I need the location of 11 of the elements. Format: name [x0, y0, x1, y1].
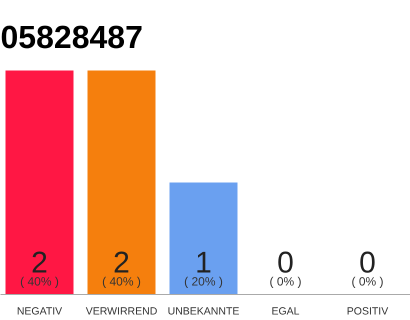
annotation: ( 40% ) — [102, 274, 141, 288]
x-tick-label: POSITIV — [346, 306, 388, 318]
chart-title: 05828487 — [0, 19, 143, 55]
x-tick-label: VERWIRREND — [86, 306, 158, 318]
annotation: ( 20% ) — [184, 274, 223, 288]
x-tick-label: EGAL — [271, 306, 300, 318]
x-tick-label: UNBEKANNTE — [168, 306, 240, 318]
annotation: ( 0% ) — [270, 274, 302, 288]
x-tick-label: NEGATIV — [16, 306, 62, 318]
annotation: ( 40% ) — [20, 274, 59, 288]
annotation: ( 0% ) — [352, 274, 384, 288]
